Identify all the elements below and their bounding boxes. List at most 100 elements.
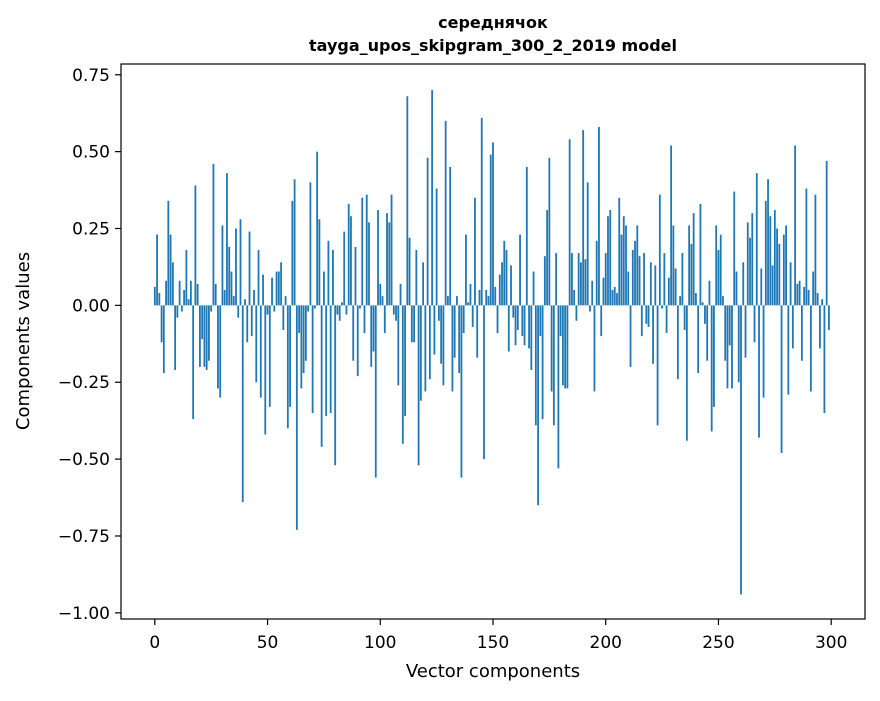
bar-component-237 [688, 225, 691, 306]
bar-component-96 [370, 305, 373, 367]
bar-component-107 [395, 305, 397, 321]
bar-component-33 [228, 246, 231, 306]
bar-component-252 [722, 296, 724, 306]
bar-component-156 [505, 250, 508, 306]
chart-title: середнячок [438, 13, 548, 32]
bar-component-267 [755, 173, 758, 306]
bar-component-143 [476, 305, 479, 358]
bar-component-14 [185, 250, 188, 306]
bar-component-139 [467, 302, 470, 306]
bar-component-100 [379, 283, 382, 306]
bar-component-13 [183, 290, 186, 306]
bar-component-31 [223, 290, 226, 306]
bar-component-149 [489, 154, 492, 306]
bar-component-87 [350, 216, 352, 306]
bar-component-215 [638, 256, 641, 306]
bar-component-111 [404, 305, 406, 417]
x-axis-ticks: 0 50 100 150 200 250 300 [149, 619, 847, 653]
bar-component-18 [194, 185, 197, 306]
bar-component-138 [465, 234, 467, 306]
bar-component-218 [645, 305, 648, 324]
bar-component-97 [372, 305, 375, 352]
bar-component-115 [413, 305, 415, 343]
bar-component-286 [798, 280, 801, 306]
bar-component-285 [796, 283, 799, 306]
bar-component-189 [580, 262, 582, 306]
bar-component-160 [514, 305, 517, 346]
bar-component-148 [487, 296, 490, 306]
bar-component-22 [203, 305, 206, 367]
bar-component-222 [654, 265, 657, 306]
bar-component-157 [507, 305, 510, 352]
bar-component-63 [295, 305, 298, 530]
bar-component-268 [758, 305, 760, 438]
bar-component-67 [304, 305, 307, 361]
bar-component-196 [595, 240, 598, 306]
bar-component-85 [345, 305, 348, 315]
bar-component-272 [767, 179, 769, 306]
bar-component-228 [667, 277, 670, 306]
bar-component-250 [717, 250, 720, 306]
bar-component-78 [329, 305, 332, 413]
bar-component-226 [663, 253, 666, 306]
bar-component-4 [162, 305, 165, 374]
bar-component-110 [401, 305, 404, 444]
bar-component-16 [189, 280, 192, 306]
bar-component-8 [171, 262, 174, 306]
bar-component-140 [469, 283, 472, 306]
bars [153, 90, 830, 595]
bar-component-211 [629, 305, 632, 367]
bar-component-206 [618, 197, 621, 306]
bar-component-257 [733, 191, 736, 306]
bar-component-288 [803, 286, 806, 306]
bar-component-181 [561, 305, 564, 386]
bar-component-90 [356, 305, 359, 377]
bar-component-223 [656, 305, 659, 426]
bar-component-171 [539, 305, 542, 337]
bar-component-270 [762, 305, 765, 398]
bar-component-132 [451, 305, 454, 392]
bar-component-195 [593, 305, 596, 392]
bar-component-296 [821, 299, 824, 306]
bar-component-5 [165, 280, 167, 306]
bar-component-249 [715, 225, 718, 306]
bar-component-74 [320, 305, 323, 447]
bar-component-169 [534, 305, 537, 426]
bar-component-42 [248, 231, 251, 306]
bar-component-77 [327, 240, 330, 306]
bar-component-201 [607, 216, 609, 306]
bar-component-233 [679, 296, 682, 306]
x-tick-label: 50 [257, 633, 279, 653]
bar-component-180 [559, 305, 562, 337]
bar-component-208 [622, 216, 625, 306]
bar-component-251 [719, 234, 722, 306]
bar-component-284 [794, 145, 797, 306]
bar-component-168 [532, 271, 535, 306]
bar-component-230 [672, 225, 675, 306]
bar-component-88 [352, 305, 355, 361]
bar-component-17 [192, 305, 195, 420]
bar-component-271 [764, 200, 767, 306]
bar-component-144 [478, 290, 481, 306]
bar-component-294 [816, 293, 819, 306]
bar-component-52 [271, 277, 273, 306]
bar-component-65 [300, 305, 303, 389]
bar-component-56 [280, 262, 282, 306]
bar-component-278 [780, 305, 783, 453]
bar-component-69 [309, 182, 312, 306]
bar-component-289 [805, 188, 808, 306]
bar-component-164 [523, 305, 526, 346]
bar-component-254 [726, 305, 729, 389]
bar-component-192 [586, 182, 589, 306]
bar-component-109 [399, 283, 402, 306]
bar-component-124 [433, 305, 436, 355]
bar-component-279 [782, 234, 785, 306]
bar-component-166 [528, 305, 530, 349]
bar-component-245 [706, 305, 709, 361]
bar-component-191 [584, 259, 587, 306]
bar-component-229 [670, 145, 673, 306]
bar-component-274 [771, 265, 774, 306]
bar-component-152 [496, 305, 499, 334]
bar-component-150 [492, 142, 494, 306]
